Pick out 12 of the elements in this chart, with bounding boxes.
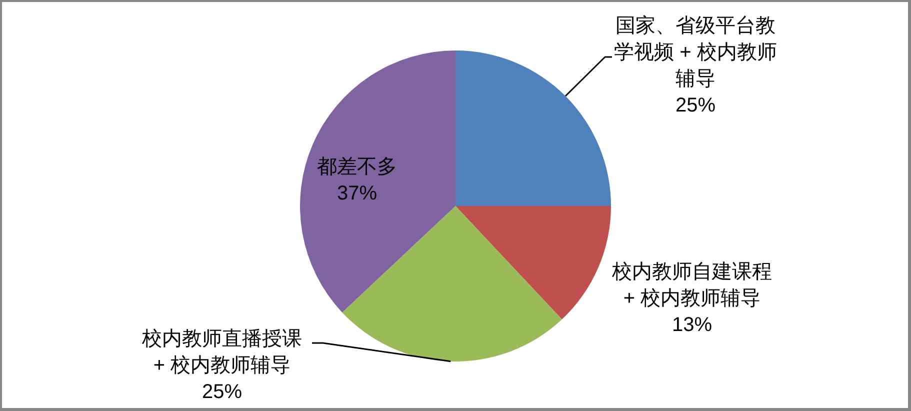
- pie-slice: [456, 206, 611, 320]
- slice-label: 校内教师自建课程 + 校内教师辅导: [611, 261, 772, 310]
- pie-slice: [342, 206, 562, 362]
- slice-label: 校内教师直播授课 + 校内教师辅导: [141, 328, 302, 376]
- slice-label: 国家、省级平台教学视频 + 校内教师辅导: [614, 15, 777, 90]
- pie-slice: [456, 50, 611, 206]
- slice-label: 都差不多: [317, 156, 397, 178]
- data-label: 13%: [672, 314, 712, 336]
- pie-slice: [300, 50, 456, 312]
- data-label: 37%: [336, 182, 378, 204]
- data-label: 25%: [675, 94, 716, 116]
- data-label: 25%: [202, 381, 242, 403]
